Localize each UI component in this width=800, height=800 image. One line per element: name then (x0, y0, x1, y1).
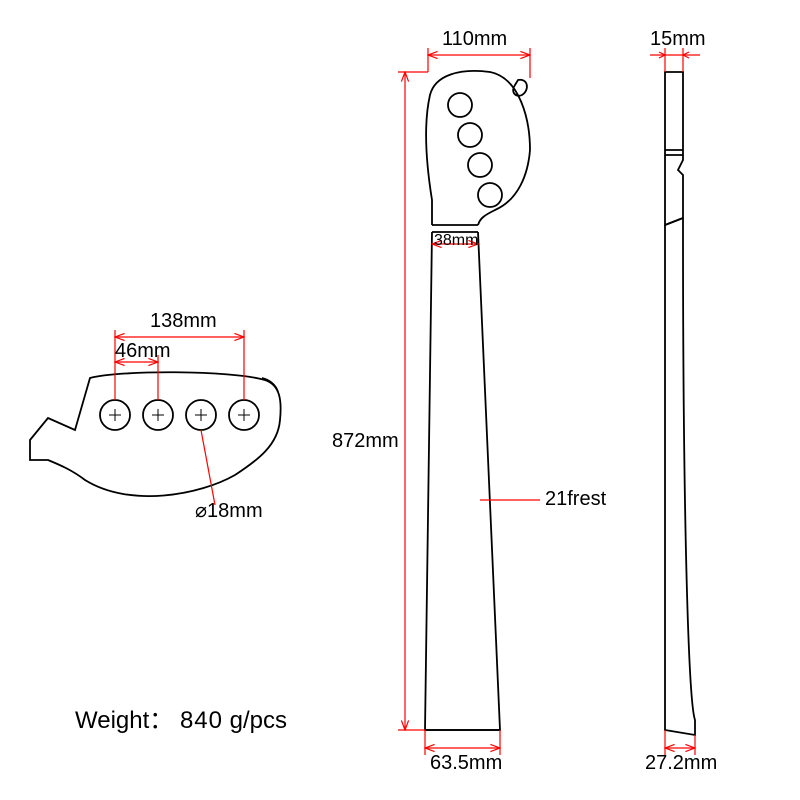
weight-unit: g/pcs (230, 707, 287, 734)
weight-label-text: Weight： (75, 707, 173, 734)
diagram-canvas: 138mm 46mm ⌀18mm 110mm 38mm 872mm 21fres… (0, 0, 800, 800)
neck-front-view (425, 71, 530, 730)
dim-side-top: 15mm (650, 28, 706, 51)
technical-drawing-svg (0, 0, 800, 800)
headstock-side-view (30, 372, 281, 496)
dim-neck-length: 872mm (332, 430, 399, 453)
dim-fret-count: 21frest (545, 488, 606, 511)
dim-headstock-front: 110mm (442, 28, 507, 51)
dim-side-bottom: 27.2mm (645, 752, 717, 775)
weight-text: Weight： 840 g/pcs (75, 700, 287, 735)
dim-headstock-total: 138mm (150, 310, 217, 333)
neck-side-view (665, 72, 695, 735)
dim-heel-width: 63.5mm (430, 752, 502, 775)
dim-hole-diameter: ⌀18mm (195, 498, 263, 523)
dim-tuner-spacing: 46mm (115, 340, 171, 363)
weight-value: 840 (180, 707, 223, 734)
dim-nut-width: 38mm (434, 232, 478, 250)
